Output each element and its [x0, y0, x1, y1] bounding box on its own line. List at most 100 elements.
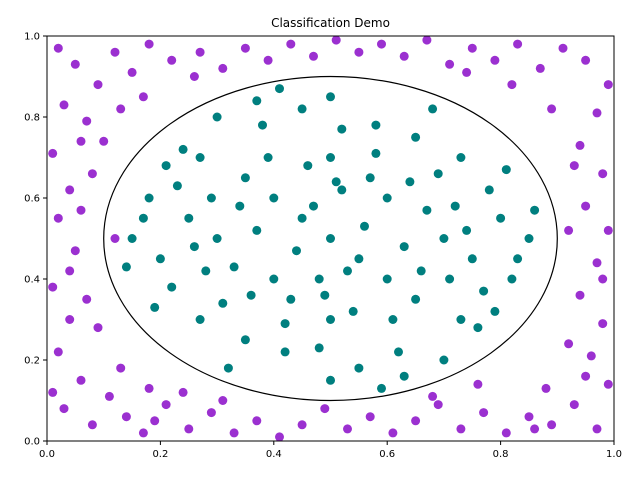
- series-0-point-53: [592, 108, 602, 118]
- series-1-point-46: [473, 323, 483, 333]
- series-0-point-31: [320, 404, 330, 414]
- series-0-point-81: [564, 339, 574, 349]
- series-0-point-74: [99, 136, 109, 146]
- series-0-point-48: [592, 258, 602, 268]
- series-0-point-60: [467, 43, 477, 53]
- series-1-point-90: [331, 177, 341, 187]
- series-0-point-56: [558, 43, 568, 53]
- series-0-point-62: [422, 36, 432, 45]
- series-0-point-65: [354, 47, 364, 57]
- series-1-point-40: [326, 375, 335, 385]
- series-0-point-55: [581, 55, 591, 65]
- series-1-point-9: [326, 315, 335, 324]
- series-1-point-53: [303, 161, 313, 171]
- series-1-point-17: [258, 120, 267, 130]
- series-0-point-18: [76, 375, 86, 385]
- series-1-point-21: [195, 153, 205, 162]
- series-0-point-33: [365, 412, 375, 422]
- series-1-point-23: [297, 104, 307, 114]
- series-1-point-13: [280, 347, 290, 357]
- series-1-point-52: [450, 201, 460, 211]
- series-1-point-81: [280, 319, 290, 329]
- series-0-point-93: [218, 396, 228, 405]
- series-1-point-87: [218, 298, 228, 308]
- series-1-point-76: [416, 266, 426, 276]
- series-0-point-99: [598, 274, 608, 284]
- series-1-point-62: [405, 177, 415, 187]
- series-1-point-54: [348, 306, 358, 316]
- series-0-point-42: [569, 400, 579, 410]
- series-0-point-28: [252, 416, 262, 426]
- series-0-point-7: [59, 100, 69, 110]
- series-1-point-59: [121, 262, 131, 272]
- series-1-point-72: [314, 343, 324, 353]
- series-0-point-10: [65, 185, 75, 195]
- series-0-point-19: [59, 404, 69, 414]
- y-tick-label: 0.8: [24, 113, 40, 124]
- series-0-point-97: [110, 234, 120, 243]
- series-0-point-76: [93, 323, 103, 333]
- series-0-point-51: [598, 169, 608, 179]
- series-0-point-0: [53, 43, 63, 53]
- series-1-point-30: [337, 185, 347, 195]
- data-points: [48, 36, 613, 441]
- series-0-point-41: [547, 420, 557, 430]
- series-0-point-98: [76, 136, 86, 146]
- series-1-point-0: [326, 234, 335, 243]
- series-0-point-8: [82, 116, 92, 126]
- series-0-point-16: [82, 294, 92, 304]
- series-1-point-70: [445, 274, 455, 284]
- series-1-point-67: [263, 153, 273, 162]
- series-0-point-96: [564, 225, 574, 235]
- series-0-point-80: [541, 383, 551, 393]
- y-tick-label: 1.0: [24, 32, 40, 43]
- series-1-point-28: [422, 205, 432, 215]
- series-0-point-54: [603, 80, 613, 90]
- series-0-point-73: [116, 104, 126, 114]
- series-0-point-4: [127, 67, 137, 77]
- series-0-point-77: [116, 363, 126, 373]
- series-0-point-40: [524, 412, 534, 422]
- x-tick-label: 0.6: [379, 449, 395, 460]
- series-1-point-86: [399, 371, 409, 381]
- series-1-point-11: [184, 213, 194, 223]
- series-1-point-14: [371, 120, 381, 130]
- series-1-point-24: [354, 363, 364, 373]
- series-0-point-35: [411, 416, 421, 426]
- series-0-point-36: [433, 400, 443, 410]
- series-0-point-83: [547, 104, 557, 114]
- series-0-point-2: [93, 80, 103, 90]
- series-1-point-61: [246, 290, 256, 300]
- series-1-point-3: [269, 274, 279, 284]
- series-0-point-66: [331, 36, 341, 45]
- series-1-point-18: [394, 347, 403, 357]
- series-0-point-45: [586, 351, 596, 361]
- series-0-point-20: [87, 420, 97, 430]
- series-1-point-16: [496, 213, 506, 223]
- series-0-point-30: [297, 420, 307, 430]
- series-0-point-91: [530, 424, 540, 434]
- series-0-point-68: [286, 39, 296, 49]
- series-0-point-71: [218, 63, 228, 73]
- series-0-point-50: [581, 201, 591, 211]
- series-1-point-37: [127, 234, 137, 243]
- series-0-point-1: [70, 59, 80, 69]
- series-1-point-57: [275, 84, 284, 94]
- series-1-point-69: [206, 193, 216, 203]
- series-1-point-43: [223, 363, 233, 373]
- series-1-point-41: [212, 112, 222, 122]
- series-1-point-2: [354, 254, 364, 264]
- series-1-point-5: [240, 173, 250, 183]
- y-tick-label: 0.2: [24, 356, 40, 367]
- series-1-point-1: [297, 213, 307, 223]
- series-0-point-9: [48, 148, 58, 158]
- series-1-point-84: [490, 306, 500, 316]
- series-1-point-79: [189, 242, 199, 252]
- series-0-point-52: [575, 140, 585, 150]
- series-1-point-82: [371, 148, 381, 158]
- series-0-point-69: [263, 55, 273, 65]
- series-1-point-85: [252, 96, 262, 106]
- decision-boundary: [103, 75, 558, 402]
- series-0-point-79: [178, 387, 188, 397]
